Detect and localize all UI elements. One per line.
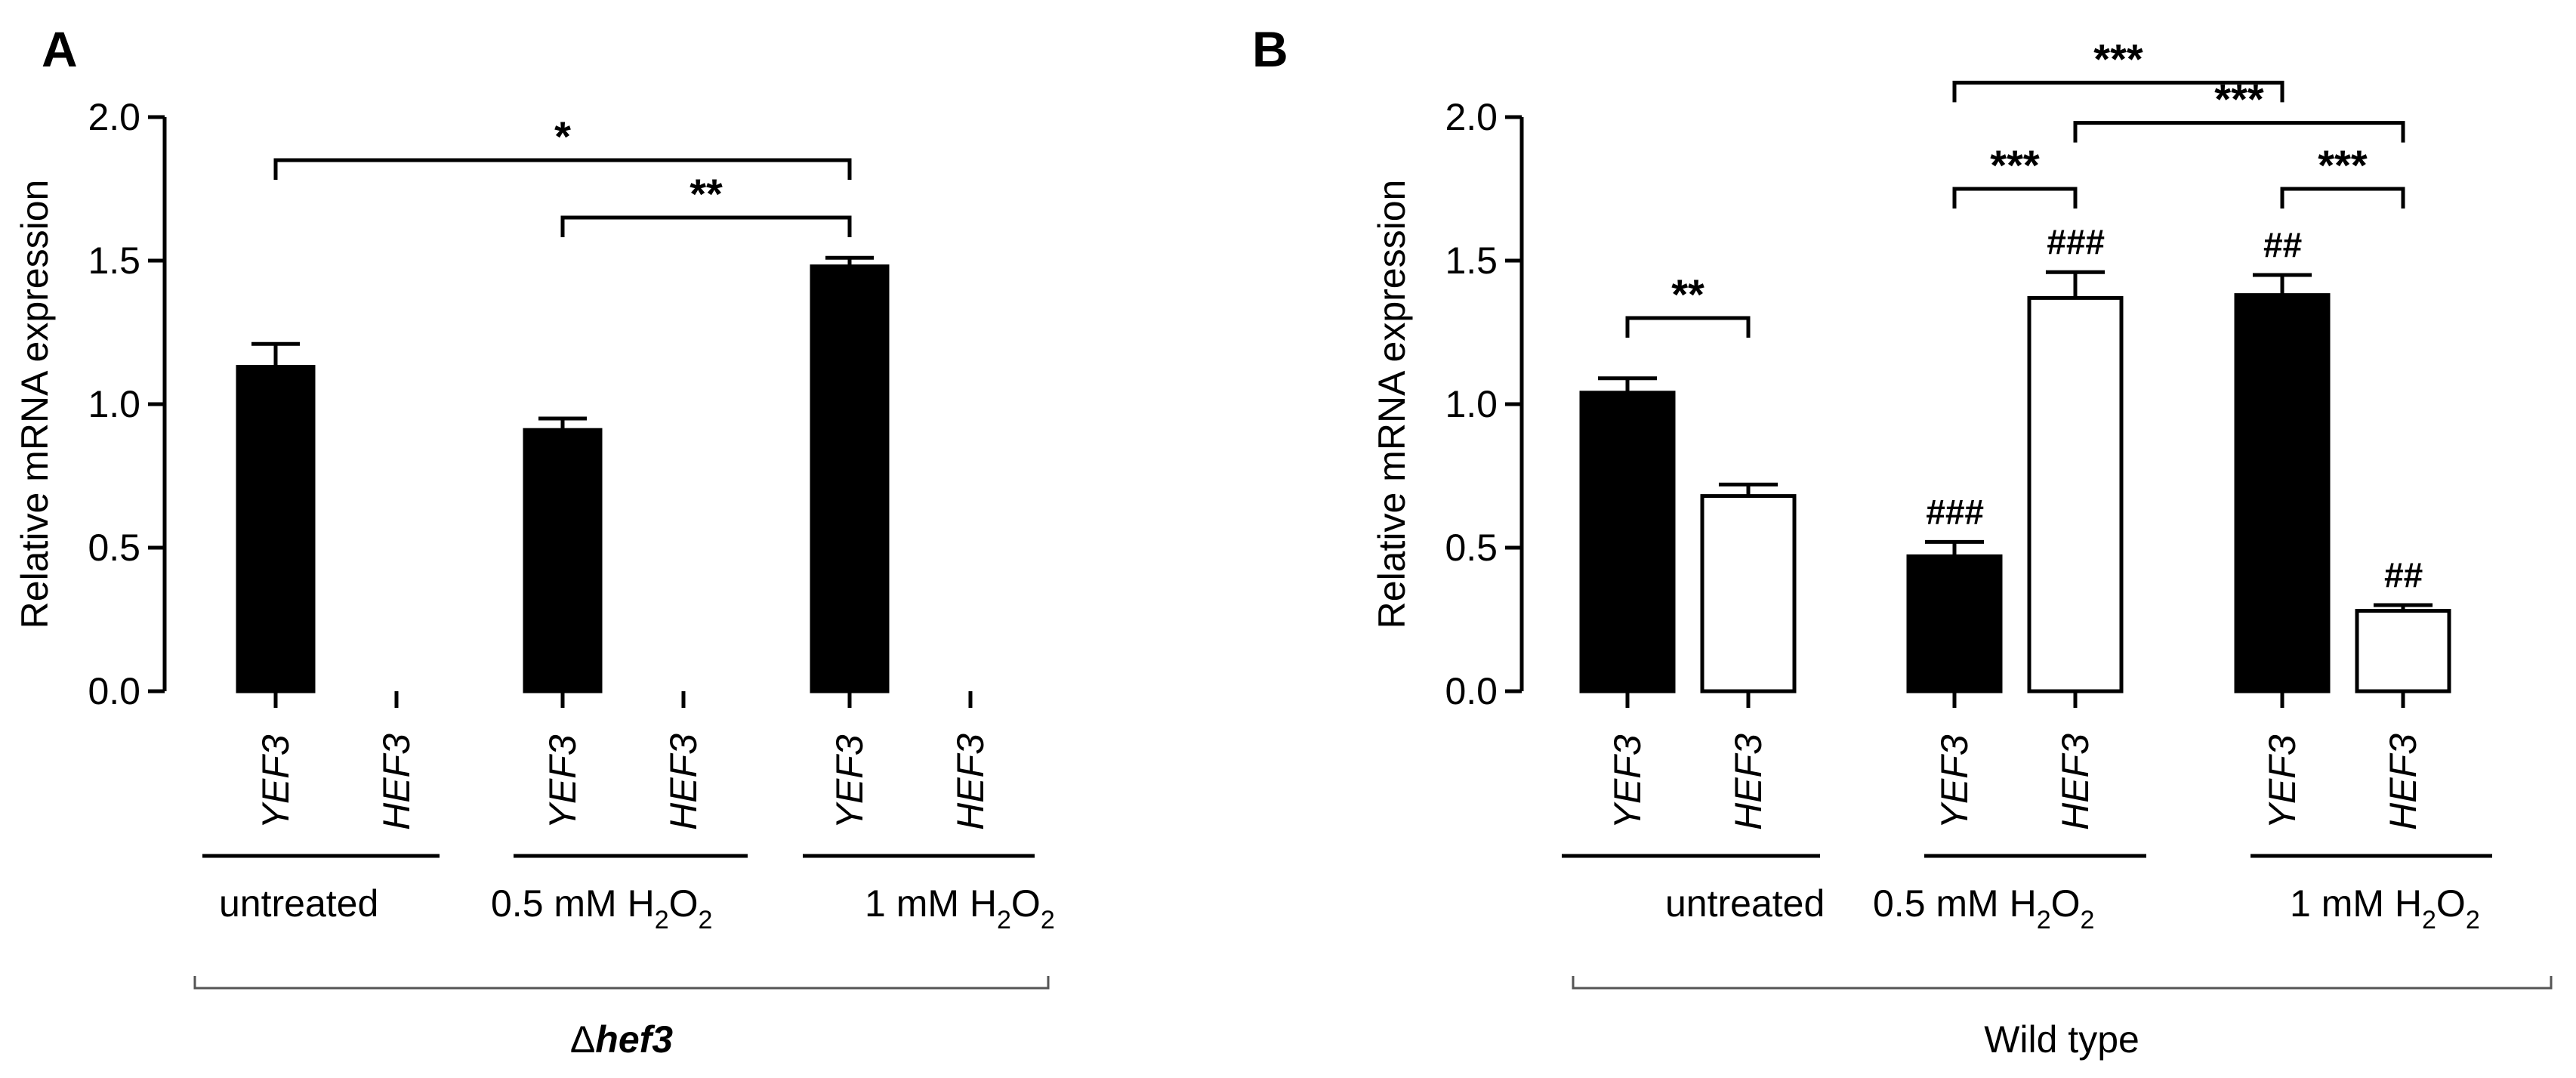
group-label-2: 1 mM H2O2	[2290, 882, 2480, 934]
category-label: YEF3	[828, 734, 871, 829]
category-label: YEF3	[255, 734, 297, 829]
category-label: YEF3	[1933, 734, 1976, 829]
group-label-subscript: 2	[2422, 906, 2436, 934]
panel-letter-A: A	[42, 21, 78, 77]
significance-label: ***	[2093, 35, 2143, 82]
y-tick-label: 1.0	[88, 383, 140, 425]
significance-label: **	[690, 170, 723, 218]
y-tick-label: 1.0	[1445, 383, 1498, 425]
significance-label: ***	[2214, 76, 2264, 123]
category-label: HEF3	[375, 734, 418, 830]
strain-label: Δhef3	[570, 1018, 673, 1061]
significance-bracket	[560, 215, 852, 237]
group-label-subscript: 2	[2466, 906, 2480, 934]
group-label-text: O	[2051, 882, 2081, 925]
significance-bracket	[2280, 187, 2405, 208]
bar-yef3-0	[236, 365, 316, 693]
y-tick-label: 2.0	[88, 96, 140, 138]
bar-yef3-0	[1579, 391, 1676, 693]
significance-label: ***	[2318, 141, 2368, 189]
group-label-2: 1 mM H2O2	[865, 882, 1055, 934]
group-label-1: 0.5 mM H2O2	[491, 882, 712, 934]
strain-label-prefix: Δ	[570, 1018, 595, 1061]
y-tick-label: 0.0	[88, 670, 140, 712]
group-label-subscript: 2	[699, 906, 713, 934]
category-label: HEF3	[2054, 734, 2096, 830]
significance-bracket	[1952, 187, 2078, 208]
category-label: HEF3	[949, 734, 992, 830]
group-label-text: untreated	[1665, 882, 1825, 925]
category-label: HEF3	[2382, 734, 2424, 830]
strain-bracket	[1572, 976, 2553, 990]
group-label-0: untreated	[219, 882, 378, 925]
strain-label-name: hef3	[595, 1018, 673, 1061]
group-label-text: 0.5 mM H	[491, 882, 655, 925]
group-label-subscript: 2	[2081, 906, 2095, 934]
category-label: YEF3	[1606, 734, 1649, 829]
y-axis-title: Relative mRNA expression	[1371, 180, 1413, 629]
y-tick-label: 0.5	[1445, 527, 1498, 569]
significance-bracket	[1625, 316, 1751, 338]
panel-letter-B: B	[1252, 21, 1288, 77]
category-label: YEF3	[541, 734, 584, 829]
bar-hef3-1	[2027, 295, 2124, 693]
group-label-text: untreated	[219, 882, 378, 925]
significance-label: **	[1671, 270, 1704, 318]
group-label-text: 1 mM H	[2290, 882, 2422, 925]
y-axis-title: Relative mRNA expression	[14, 180, 56, 629]
bar-yef3-2	[810, 264, 890, 693]
group-label-1: 0.5 mM H2O2	[1873, 882, 2094, 934]
y-tick-label: 1.5	[88, 239, 140, 282]
significance-bracket	[1952, 80, 2284, 103]
significance-bracket	[2073, 121, 2405, 143]
group-label-text: 1 mM H	[865, 882, 997, 925]
category-label: YEF3	[2261, 734, 2303, 829]
y-tick-label: 0.0	[1445, 670, 1498, 712]
group-label-text: 0.5 mM H	[1873, 882, 2037, 925]
group-label-text: O	[669, 882, 699, 925]
group-label-subscript: 2	[997, 906, 1011, 934]
bar-yef3-1	[1906, 554, 2003, 693]
hash-annotation: ###	[2047, 222, 2105, 261]
group-label-subscript: 2	[1041, 906, 1055, 934]
group-label-text: O	[2436, 882, 2466, 925]
bar-yef3-2	[2234, 293, 2331, 693]
group-label-subscript: 2	[655, 906, 669, 934]
significance-bracket	[273, 158, 852, 180]
bar-yef3-1	[523, 428, 603, 693]
hash-annotation: ##	[2263, 225, 2302, 264]
significance-label: *	[554, 113, 571, 160]
strain-bracket	[193, 976, 1050, 990]
group-label-text: O	[1011, 882, 1041, 925]
category-label: HEF3	[1727, 734, 1769, 830]
y-tick-label: 1.5	[1445, 239, 1498, 282]
bar-hef3-0	[1700, 494, 1797, 693]
group-label-subscript: 2	[2037, 906, 2051, 934]
strain-label: Wild type	[1984, 1018, 2139, 1061]
y-tick-label: 2.0	[1445, 96, 1498, 138]
hash-annotation: ##	[2383, 555, 2423, 595]
category-label: HEF3	[662, 734, 705, 830]
significance-label: ***	[1990, 141, 2040, 189]
y-tick-label: 0.5	[88, 527, 140, 569]
group-label-0: untreated	[1665, 882, 1825, 925]
bar-hef3-2	[2355, 609, 2451, 693]
hash-annotation: ###	[1926, 492, 1984, 531]
